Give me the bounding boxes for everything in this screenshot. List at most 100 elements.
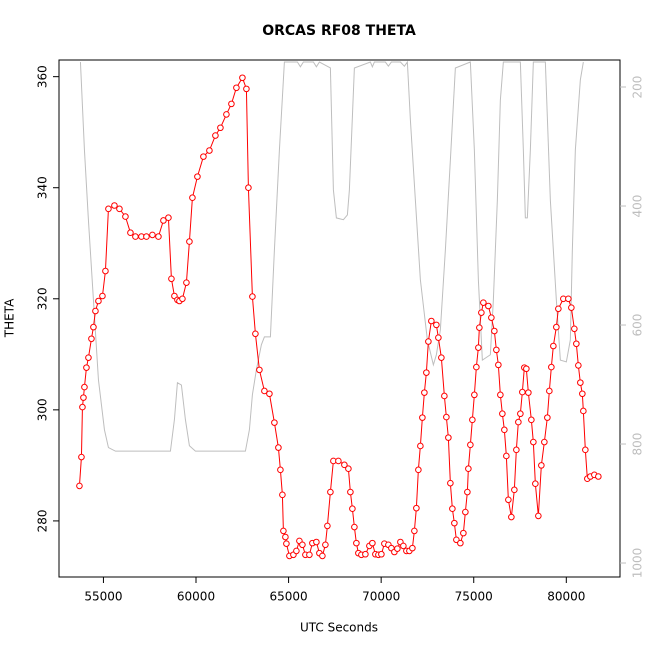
data-point [417, 442, 424, 450]
data-point [206, 147, 213, 154]
data-point [579, 390, 586, 398]
data-point [421, 389, 428, 396]
data-point [457, 539, 464, 547]
data-point [349, 505, 356, 512]
data-point [535, 512, 542, 520]
data-point [423, 369, 430, 376]
data-point [347, 488, 354, 496]
data-point [266, 390, 273, 398]
data-point [493, 346, 500, 354]
data-point [239, 74, 246, 82]
data-point [465, 465, 472, 473]
plot-frame [58, 59, 621, 578]
data-point [143, 233, 150, 240]
data-point [335, 457, 342, 465]
data-point [505, 496, 512, 504]
data-point [293, 547, 300, 555]
data-point [322, 541, 329, 549]
data-point [92, 307, 99, 315]
data-point [280, 527, 287, 535]
data-point [413, 504, 420, 512]
data-point [519, 388, 526, 396]
data-point [528, 416, 535, 424]
data-point [99, 292, 106, 300]
data-point [428, 317, 435, 325]
data-point [83, 364, 90, 371]
data-point [155, 233, 162, 240]
data-point [497, 391, 504, 399]
y2-tick-label: 400 [631, 195, 645, 218]
data-point [546, 387, 553, 395]
data-point [419, 414, 426, 421]
data-point [538, 462, 545, 469]
data-point [462, 508, 469, 516]
data-point [189, 194, 196, 202]
x-tick-label: 70000 [362, 590, 400, 604]
y-tick-label: 320 [36, 287, 50, 310]
x-tick-label: 55000 [84, 590, 122, 604]
x-axis-label: UTC Seconds [300, 621, 378, 635]
y-axis-label: THETA [3, 298, 17, 338]
data-point [249, 293, 256, 300]
data-point [488, 314, 495, 321]
data-point [394, 545, 401, 552]
data-point [571, 325, 578, 333]
y2-tick-label: 600 [631, 314, 645, 337]
data-point [85, 354, 92, 361]
data-point [324, 522, 331, 530]
data-point [279, 491, 286, 499]
data-point [409, 544, 416, 552]
data-point [433, 321, 440, 329]
data-point [76, 482, 83, 490]
data-point [508, 513, 515, 521]
data-point [223, 111, 230, 118]
data-point [475, 344, 482, 351]
data-point [411, 527, 418, 535]
data-point [544, 414, 551, 421]
data-point [480, 299, 487, 306]
data-point [550, 342, 557, 350]
data-point [471, 391, 478, 399]
data-point [451, 519, 458, 527]
data-point [95, 297, 102, 305]
data-point [464, 488, 471, 496]
data-point [319, 552, 326, 560]
data-point [473, 363, 480, 371]
data-point [122, 213, 129, 220]
data-point [501, 426, 508, 434]
data-point [245, 184, 252, 192]
data-point [443, 413, 450, 421]
series-line [79, 60, 584, 452]
y-tick-label: 300 [36, 398, 50, 421]
data-point [90, 323, 97, 331]
plot-area [76, 60, 602, 560]
data-point [530, 438, 537, 446]
data-point [580, 407, 587, 415]
data-point [80, 394, 87, 401]
data-point [313, 538, 320, 546]
data-point [469, 416, 476, 424]
data-point [217, 124, 224, 132]
data-point [369, 539, 376, 547]
data-point [460, 529, 467, 537]
data-point [485, 302, 492, 310]
x-tick-label: 65000 [269, 590, 307, 604]
data-point [345, 465, 352, 473]
data-point [467, 441, 474, 449]
data-point [447, 479, 454, 487]
data-point [565, 295, 572, 303]
y2-tick-label: 200 [631, 76, 645, 99]
data-point [445, 434, 452, 441]
data-point [495, 361, 502, 369]
data-point [517, 410, 524, 418]
y-tick-label: 340 [36, 176, 50, 199]
data-point [165, 214, 172, 222]
data-point [541, 438, 548, 446]
data-point [200, 153, 207, 160]
data-point [341, 461, 348, 469]
data-point [111, 202, 118, 209]
data-point [194, 173, 201, 180]
data-point [568, 304, 575, 311]
